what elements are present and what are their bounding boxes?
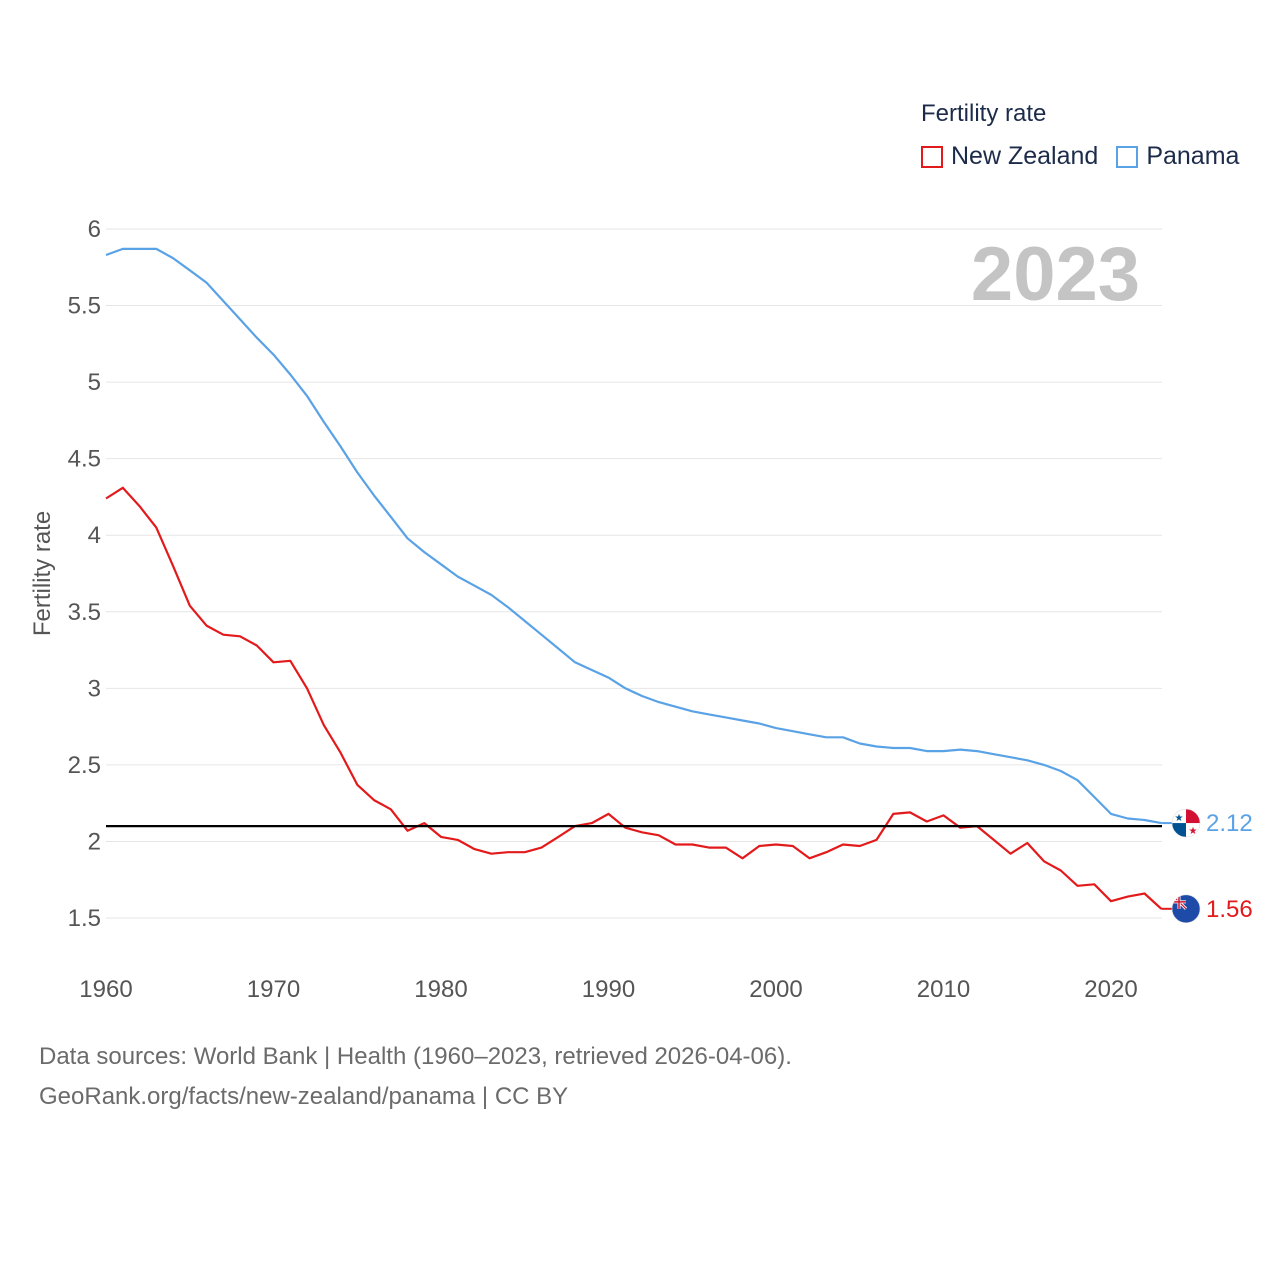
y-tick-label-5.5: 5.5 — [68, 293, 101, 320]
y-tick-label-4: 4 — [88, 522, 101, 549]
x-tick-label-1970: 1970 — [247, 976, 300, 1003]
series-line-new-zealand — [105, 486, 1163, 910]
flag-new-zealand-icon — [1171, 894, 1201, 924]
legend-label-panama: Panama — [1146, 142, 1240, 170]
end-label-panama: 2.12 — [1206, 810, 1253, 837]
legend: New Zealand Panama — [921, 142, 1257, 171]
legend-item-panama[interactable]: Panama — [1116, 142, 1239, 171]
footer-sources: Data sources: World Bank | Health (1960–… — [39, 1043, 792, 1070]
x-tick-label-1960: 1960 — [79, 976, 132, 1003]
series-line-panama — [105, 247, 1162, 825]
y-tick-label-4.5: 4.5 — [68, 446, 101, 473]
year-label: 2023 — [971, 232, 1140, 317]
y-tick-label-1.5: 1.5 — [68, 905, 101, 932]
x-tick-label-2010: 2010 — [917, 976, 970, 1003]
y-tick-label-3: 3 — [88, 675, 101, 702]
y-tick-label-3.5: 3.5 — [68, 599, 101, 626]
svg-text:★: ★ — [1175, 813, 1184, 824]
flag-panama-icon: ★★ — [1171, 808, 1201, 838]
legend-swatch-panama — [1116, 145, 1139, 168]
x-tick-label-1980: 1980 — [414, 976, 467, 1003]
y-tick-label-6: 6 — [88, 216, 101, 243]
legend-swatch-new-zealand — [921, 145, 943, 168]
y-tick-label-2: 2 — [88, 828, 101, 855]
footer-credit: GeoRank.org/facts/new-zealand/panama | C… — [39, 1083, 569, 1110]
legend-item-new-zealand[interactable]: New Zealand — [921, 142, 1098, 171]
x-tick-label-1990: 1990 — [582, 976, 635, 1003]
end-label-new-zealand: 1.56 — [1206, 896, 1253, 923]
y-tick-label-5: 5 — [88, 369, 101, 396]
y-tick-label-2.5: 2.5 — [68, 752, 101, 779]
x-tick-label-2000: 2000 — [749, 976, 802, 1003]
x-tick-label-2020: 2020 — [1084, 976, 1137, 1003]
legend-title: Fertility rate — [921, 100, 1047, 127]
legend-label-new-zealand: New Zealand — [951, 142, 1099, 170]
svg-text:★: ★ — [1189, 826, 1198, 837]
y-axis-label: Fertility rate — [29, 511, 56, 636]
